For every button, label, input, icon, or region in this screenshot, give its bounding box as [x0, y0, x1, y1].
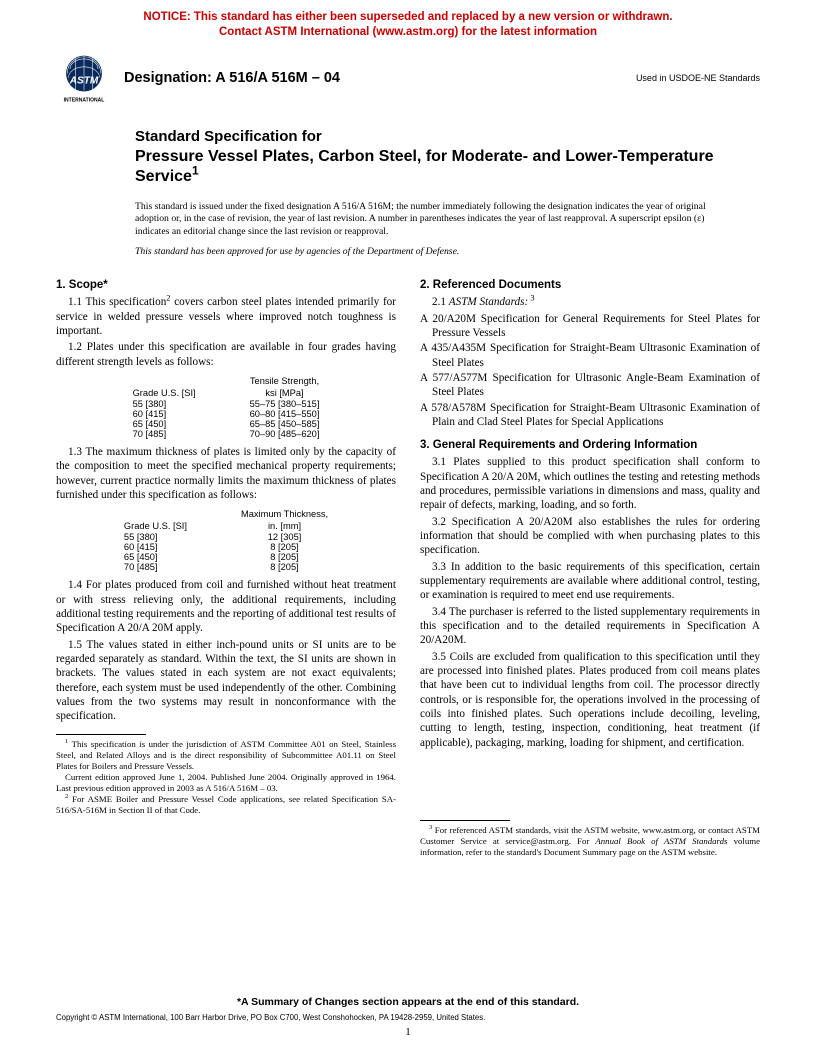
- sec2-head: 2. Referenced Documents: [420, 279, 760, 291]
- t2-h1: Grade U.S. [SI]: [110, 508, 227, 532]
- t2r2c0: 65 [450]: [110, 552, 227, 562]
- header-row: ASTM INTERNATIONAL Designation: A 516/A …: [0, 44, 816, 106]
- t1r3c1: 70–90 [485–620]: [236, 429, 334, 439]
- notice-line1: NOTICE: This standard has either been su…: [143, 11, 672, 23]
- para-3-5: 3.5 Coils are excluded from qualificatio…: [420, 650, 760, 750]
- t2r1c0: 60 [415]: [110, 542, 227, 552]
- t2-h2a: Maximum Thickness,: [227, 508, 342, 520]
- para-1-5: 1.5 The values stated in either inch-pou…: [56, 638, 396, 724]
- para-1-1: 1.1 This specification2 covers carbon st…: [56, 295, 396, 338]
- t2r3c1: 8 [205]: [227, 562, 342, 572]
- footnote-rule-right: [420, 820, 510, 821]
- astm-logo: ASTM INTERNATIONAL: [56, 50, 112, 106]
- footnote-1c: Current edition approved June 1, 2004. P…: [56, 772, 396, 794]
- ref-0: A 20/A20M Specification for General Requ…: [420, 312, 760, 341]
- title-lead: Standard Specification for: [135, 128, 715, 147]
- fn3i: Annual Book of ASTM Standards: [595, 836, 727, 846]
- footnote-3: 3 For referenced ASTM standards, visit t…: [420, 825, 760, 858]
- ref-1: A 435/A435M Specification for Straight-B…: [420, 341, 760, 370]
- fn1b: This specification is under the jurisdic…: [56, 739, 396, 771]
- issuance-note: This standard is issued under the fixed …: [135, 201, 715, 239]
- ref-3: A 578/A578M Specification for Straight-B…: [420, 401, 760, 430]
- t2r3c0: 70 [485]: [110, 562, 227, 572]
- footnote-2: 2 For ASME Boiler and Pressure Vessel Co…: [56, 794, 396, 816]
- para-2-1: 2.1 ASTM Standards: 3: [420, 295, 760, 309]
- header-right-note: Used in USDOE-NE Standards: [636, 73, 760, 83]
- t1-h2b: ksi [MPa]: [236, 387, 334, 399]
- para-1-2: 1.2 Plates under this specification are …: [56, 340, 396, 369]
- title-main-text: Pressure Vessel Plates, Carbon Steel, fo…: [135, 148, 714, 185]
- p21sup: 3: [528, 294, 534, 303]
- thickness-table: Grade U.S. [SI] Maximum Thickness, in. […: [110, 508, 342, 572]
- t2r0c1: 12 [305]: [227, 532, 342, 542]
- fn2b: For ASME Boiler and Pressure Vessel Code…: [56, 794, 396, 815]
- svg-text:ASTM: ASTM: [69, 75, 99, 86]
- t1r1c0: 60 [415]: [119, 409, 236, 419]
- right-column: 2. Referenced Documents 2.1 ASTM Standar…: [420, 273, 760, 857]
- t1r2c1: 65–85 [450–585]: [236, 419, 334, 429]
- page-number: 1: [0, 1026, 816, 1038]
- sec1-head: 1. Scope*: [56, 279, 396, 291]
- t1-h1: Grade U.S. [SI]: [119, 375, 236, 399]
- title-main: Pressure Vessel Plates, Carbon Steel, fo…: [135, 147, 715, 187]
- designation-text: Designation: A 516/A 516M – 04: [124, 70, 636, 86]
- sec3-head: 3. General Requirements and Ordering Inf…: [420, 439, 760, 451]
- t1r0c1: 55–75 [380–515]: [236, 399, 334, 409]
- p21a: 2.1: [432, 296, 449, 308]
- para-3-3: 3.3 In addition to the basic requirement…: [420, 560, 760, 603]
- notice-line2: Contact ASTM International (www.astm.org…: [219, 26, 597, 38]
- dod-note: This standard has been approved for use …: [135, 246, 715, 257]
- t1r2c0: 65 [450]: [119, 419, 236, 429]
- footnote-1: 1 This specification is under the jurisd…: [56, 739, 396, 772]
- para-1-4: 1.4 For plates produced from coil and fu…: [56, 578, 396, 635]
- notice-banner: NOTICE: This standard has either been su…: [0, 0, 816, 44]
- copyright-line: Copyright © ASTM International, 100 Barr…: [56, 1013, 485, 1022]
- para-1-3: 1.3 The maximum thickness of plates is l…: [56, 445, 396, 502]
- body-columns: 1. Scope* 1.1 This specification2 covers…: [0, 257, 816, 857]
- tensile-table: Grade U.S. [SI] Tensile Strength, ksi [M…: [119, 375, 334, 439]
- t1r3c0: 70 [485]: [119, 429, 236, 439]
- t1-h2a: Tensile Strength,: [236, 375, 334, 387]
- t2r0c0: 55 [380]: [110, 532, 227, 542]
- left-column: 1. Scope* 1.1 This specification2 covers…: [56, 273, 396, 857]
- t1r0c0: 55 [380]: [119, 399, 236, 409]
- ref-2: A 577/A577M Specification for Ultrasonic…: [420, 371, 760, 400]
- t2r2c1: 8 [205]: [227, 552, 342, 562]
- p11a: 1.1 This specification: [68, 296, 166, 308]
- svg-text:INTERNATIONAL: INTERNATIONAL: [64, 97, 105, 103]
- t2-h2b: in. [mm]: [227, 520, 342, 532]
- summary-note: *A Summary of Changes section appears at…: [0, 996, 816, 1008]
- title-block: Standard Specification for Pressure Vess…: [135, 128, 715, 187]
- footnote-rule-left: [56, 734, 146, 735]
- para-3-2: 3.2 Specification A 20/A20M also establi…: [420, 515, 760, 558]
- t2r1c1: 8 [205]: [227, 542, 342, 552]
- para-3-4: 3.4 The purchaser is referred to the lis…: [420, 605, 760, 648]
- para-3-1: 3.1 Plates supplied to this product spec…: [420, 455, 760, 512]
- title-sup: 1: [192, 163, 199, 177]
- t1r1c1: 60–80 [415–550]: [236, 409, 334, 419]
- p21i: ASTM Standards:: [449, 296, 528, 308]
